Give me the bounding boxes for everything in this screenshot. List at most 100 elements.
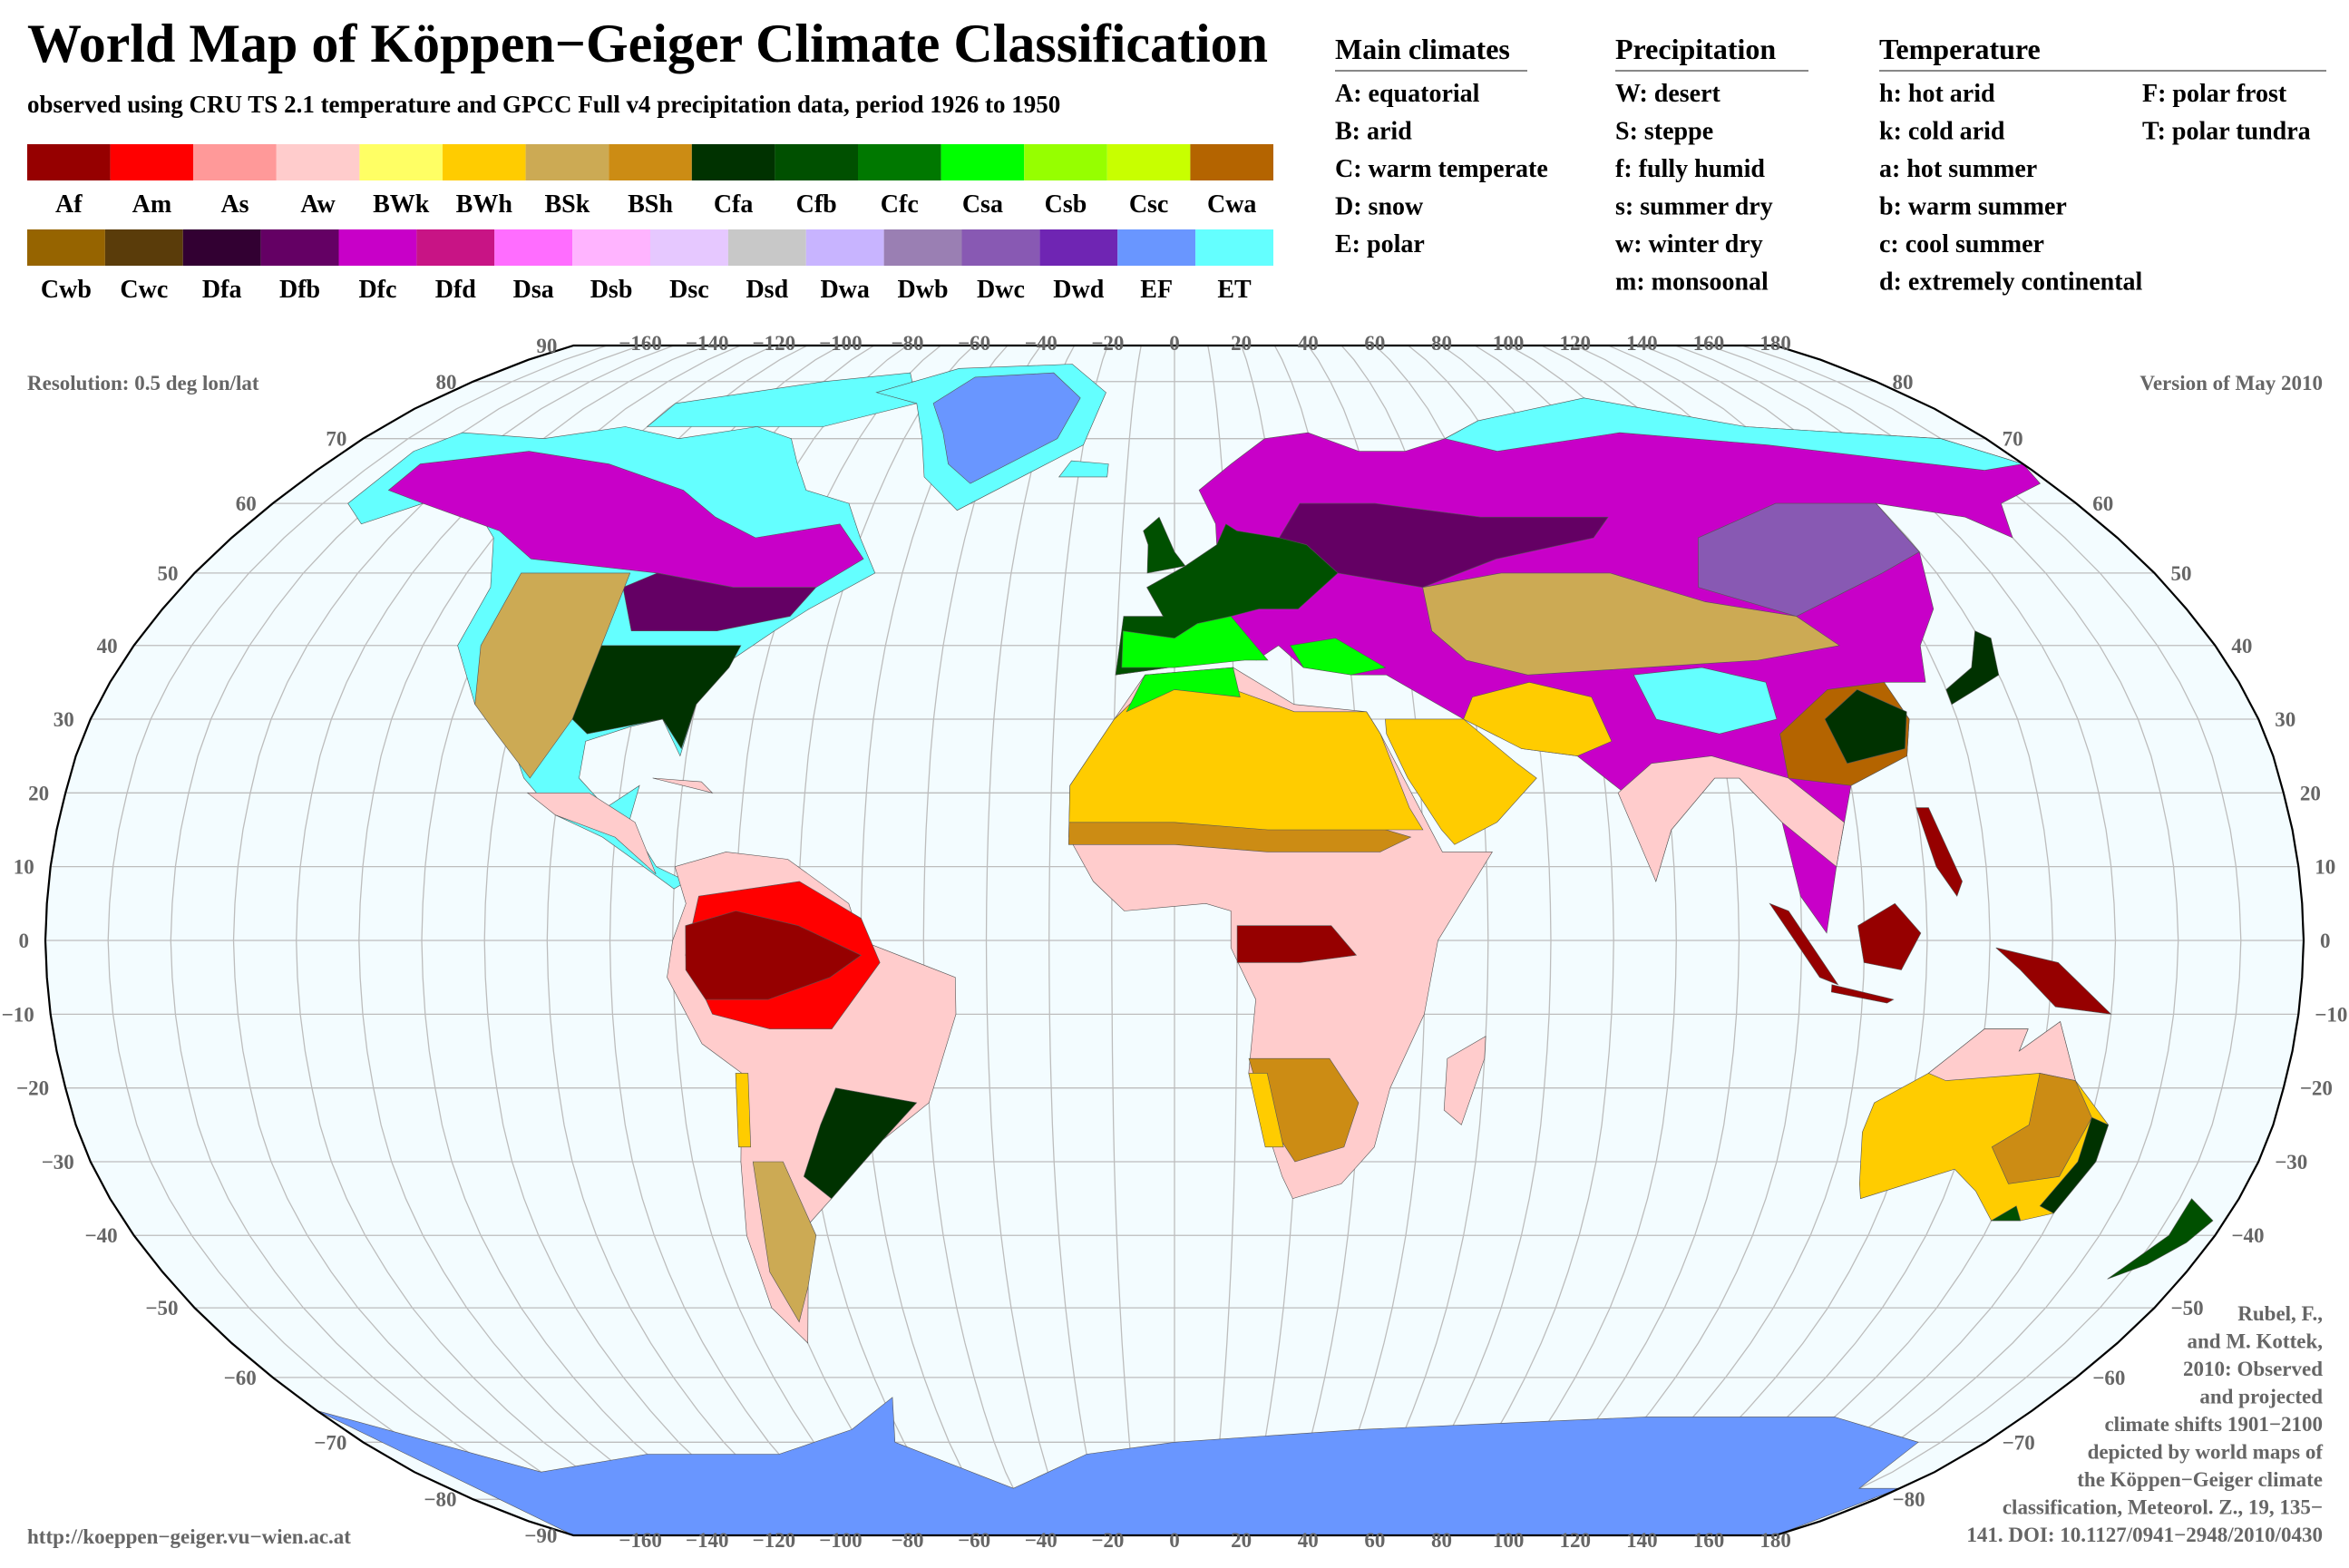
legend-heading: Precipitation (1615, 33, 1776, 65)
lat-label-right: −80 (1893, 1488, 1925, 1511)
lon-label-top: −100 (819, 332, 863, 355)
legend-item: w: winter dry (1615, 230, 1763, 258)
climate-region (932, 372, 1081, 484)
legend-item: B: arid (1335, 118, 1412, 146)
lon-label-top: 0 (1169, 332, 1180, 355)
swatch (572, 229, 650, 266)
legend-heading: Temperature (1879, 33, 2041, 65)
swatch (941, 144, 1025, 180)
climate-region (1422, 572, 1840, 676)
lat-label-left: 80 (435, 371, 456, 394)
legend-item: A: equatorial (1335, 80, 1480, 108)
lon-label-top: 180 (1759, 332, 1791, 355)
swatch (338, 229, 417, 266)
lat-label-left: 0 (19, 930, 30, 952)
lat-label-left: −70 (314, 1431, 346, 1454)
lat-label-left: 60 (236, 492, 257, 515)
climate-region (474, 572, 631, 779)
climate-region (1236, 925, 1358, 963)
lon-label-bottom: 180 (1759, 1529, 1791, 1552)
lon-label-top: −140 (686, 332, 729, 355)
legend: Af Am As Aw BWk BWh BSk BSh Cfa Cfb Cfc Csa Csb Csc Cw… (27, 33, 2326, 304)
lat-label-left: 30 (54, 708, 74, 731)
lat-label-left: 50 (157, 562, 178, 585)
swatch (1039, 229, 1118, 266)
climate-region (652, 777, 714, 794)
citation-line: the Köppen−Geiger climate (2077, 1468, 2323, 1491)
climate-region (2107, 1198, 2214, 1280)
lon-label-top: 80 (1431, 332, 1452, 355)
lon-label-top: −160 (619, 332, 662, 355)
lon-label-top: −80 (891, 332, 923, 355)
legend-item: T: polar tundra (2142, 118, 2311, 146)
climate-region (1824, 689, 1907, 765)
lon-label-bottom: −140 (686, 1529, 729, 1552)
climate-region (622, 572, 817, 632)
legend-item: s: summer dry (1615, 193, 1773, 221)
swatch-label: BWh (456, 190, 513, 219)
swatch (1117, 229, 1196, 266)
lat-label-right: 20 (2300, 782, 2321, 804)
lon-label-top: 100 (1493, 332, 1525, 355)
lat-label-right: −10 (2315, 1003, 2347, 1026)
lat-label-left: 70 (326, 428, 346, 451)
swatch-label: Am (132, 190, 172, 219)
swatch (359, 144, 443, 180)
climate-region (1143, 516, 1186, 574)
swatch-label: Cfb (796, 190, 837, 219)
lon-label-top: 140 (1626, 332, 1658, 355)
swatch (104, 229, 183, 266)
lon-label-bottom: 20 (1231, 1529, 1252, 1552)
swatch (193, 144, 277, 180)
swatch-label: Aw (300, 190, 336, 219)
title: World Map of Köppen−Geiger Climate Class… (27, 14, 1268, 73)
swatch (110, 144, 194, 180)
map: −160−160−140−140−120−120−100−100−80−80−6… (2, 332, 2348, 1552)
swatch (276, 144, 360, 180)
citation-line: depicted by world maps of (2088, 1441, 2324, 1464)
lon-label-top: 40 (1298, 332, 1319, 355)
lon-label-bottom: 40 (1298, 1529, 1319, 1552)
swatch (609, 144, 692, 180)
swatch (182, 229, 261, 266)
lat-label-right: 40 (2231, 635, 2252, 657)
lon-label-bottom: −40 (1025, 1529, 1058, 1552)
swatch (416, 229, 495, 266)
climate-region (1857, 902, 1922, 970)
lat-label-right: 50 (2171, 562, 2192, 585)
lat-label-left: −10 (2, 1003, 34, 1026)
legend-item: c: cool summer (1879, 230, 2044, 258)
climate-region (526, 792, 657, 875)
climate-region (685, 911, 862, 1000)
climate-region (1385, 718, 1537, 845)
meridian (922, 346, 1042, 1535)
swatch-label: Cwb (41, 276, 92, 304)
swatch (27, 229, 105, 266)
climate-region (1945, 630, 2000, 706)
climate-region (1990, 1205, 2022, 1222)
swatch-label: Dfb (279, 276, 320, 304)
lat-label-left: −50 (145, 1297, 178, 1320)
legend-item: b: warm summer (1879, 193, 2067, 221)
subtitle: observed using CRU TS 2.1 temperature an… (27, 91, 1060, 118)
climate-region (1995, 947, 2112, 1015)
swatch (27, 144, 111, 180)
climate-region (1248, 1073, 1284, 1148)
map-outline (44, 344, 2305, 1537)
lat-label-right: 10 (2315, 856, 2335, 879)
citation-line: Rubel, F., (2237, 1302, 2323, 1325)
version: Version of May 2010 (2139, 372, 2323, 394)
legend-item: a: hot summer (1879, 155, 2037, 183)
swatch-label: Cfc (881, 190, 919, 219)
meridian (1741, 346, 2242, 1535)
climate-region (2039, 1116, 2110, 1214)
lon-label-bottom: 0 (1169, 1529, 1180, 1552)
legend-item: D: snow (1335, 193, 1424, 221)
lat-label-right: −70 (2003, 1431, 2035, 1454)
legend-heading: Main climates (1335, 33, 1510, 65)
lat-label-left: 40 (97, 635, 118, 657)
swatch-label: Dsb (590, 276, 633, 304)
lat-label-right: 0 (2320, 930, 2331, 952)
lat-label-right: −40 (2231, 1224, 2264, 1247)
swatch-label: As (220, 190, 249, 219)
